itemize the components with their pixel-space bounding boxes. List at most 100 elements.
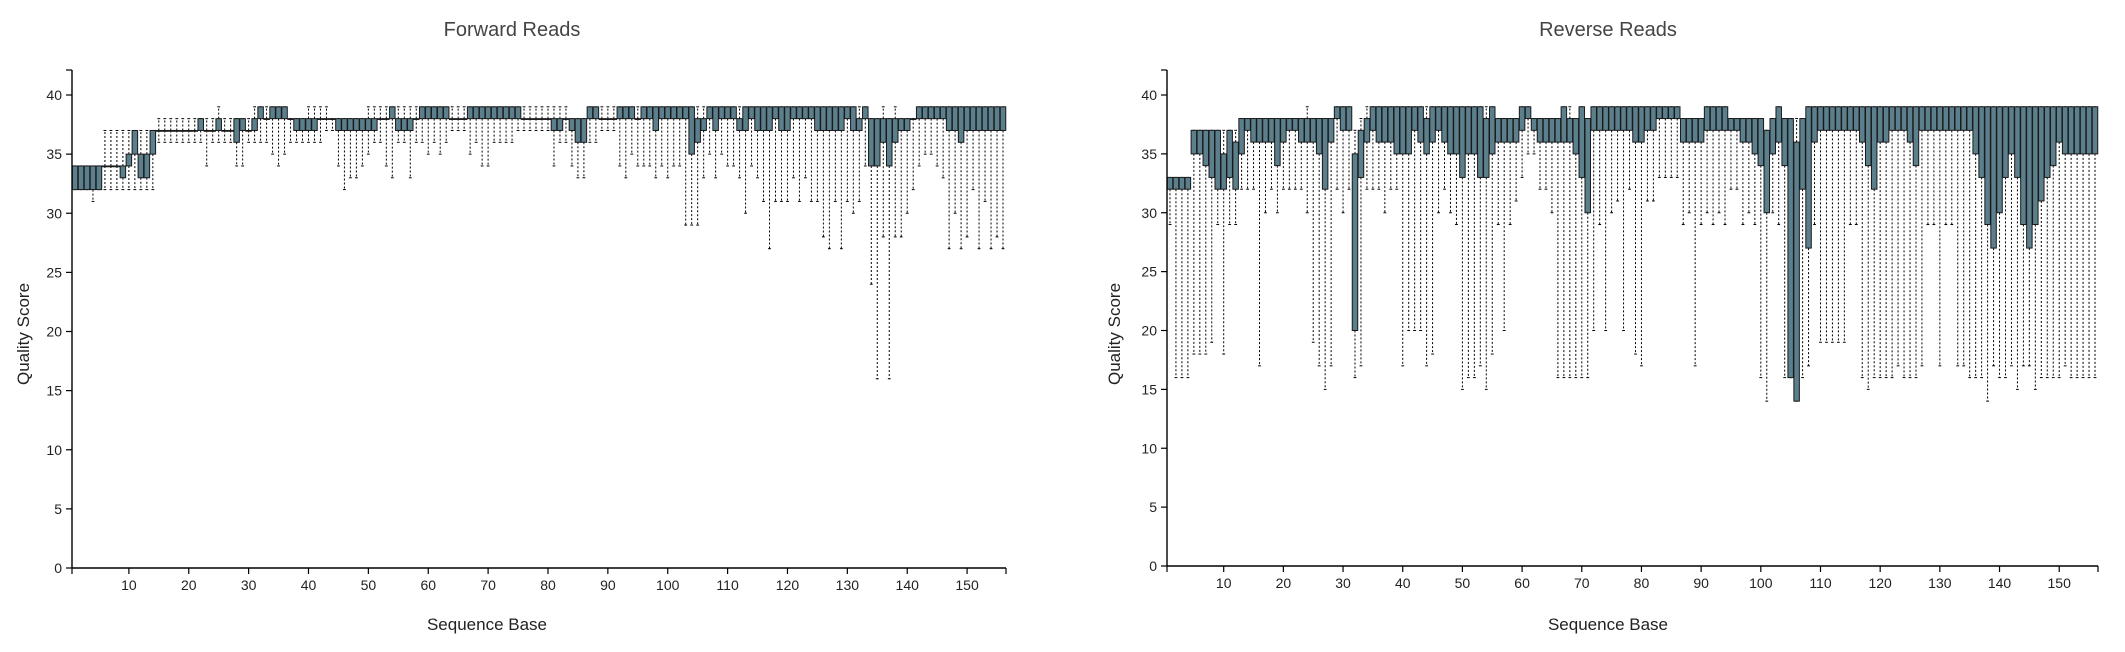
box-156 [999, 106, 1007, 250]
box-60 [1518, 106, 1526, 178]
iqr-box [173, 129, 181, 132]
iqr-box [1960, 106, 1967, 131]
box-107 [1799, 118, 1806, 379]
box-75 [514, 106, 522, 131]
box-43 [1417, 106, 1424, 331]
iqr-box [1214, 129, 1221, 190]
box-66 [1554, 118, 1562, 379]
x-tick-label: 150 [955, 577, 979, 593]
iqr-box [2085, 106, 2093, 155]
box-38 [1387, 106, 1395, 190]
box-12 [137, 129, 145, 191]
iqr-box [2061, 106, 2069, 155]
box-106 [1793, 118, 1800, 402]
iqr-box [1190, 129, 1198, 155]
iqr-box [1274, 118, 1281, 167]
iqr-box [556, 118, 564, 131]
iqr-box [933, 106, 941, 120]
iqr-box [395, 118, 402, 131]
box-78 [1626, 106, 1633, 190]
box-129 [1930, 106, 1938, 226]
box-36 [1375, 106, 1383, 190]
x-tick-label: 100 [656, 577, 680, 593]
iqr-box [802, 106, 809, 120]
x-tick-label: 120 [1868, 575, 1892, 591]
iqr-box [2014, 106, 2021, 178]
iqr-box [1411, 106, 1418, 131]
iqr-box [1906, 106, 1914, 143]
box-11 [1226, 129, 1233, 226]
box-113 [742, 106, 749, 214]
box-123 [1894, 106, 1902, 367]
iqr-box [1674, 106, 1681, 120]
box-50 [365, 106, 372, 155]
box-15 [155, 118, 163, 143]
iqr-box [640, 106, 648, 120]
iqr-box [245, 129, 252, 132]
iqr-box [939, 106, 947, 120]
iqr-box [496, 106, 504, 120]
box-116 [1853, 106, 1860, 226]
iqr-box [1662, 106, 1669, 120]
iqr-box [915, 106, 923, 120]
iqr-box [448, 118, 456, 120]
iqr-box [407, 118, 414, 131]
iqr-box [532, 118, 540, 120]
box-121 [1882, 106, 1890, 379]
y-tick-label: 35 [46, 146, 62, 162]
box-96 [1733, 118, 1741, 190]
iqr-box [1644, 106, 1651, 131]
y-tick-label: 25 [1141, 264, 1157, 280]
box-106 [700, 106, 707, 179]
iqr-box [622, 106, 630, 120]
iqr-box [377, 118, 384, 120]
box-78 [532, 106, 540, 131]
box-112 [736, 106, 743, 179]
y-tick-label: 10 [46, 442, 62, 458]
box-139 [897, 118, 905, 238]
iqr-box [652, 106, 660, 131]
x-axis-label: Sequence Base [427, 615, 547, 634]
box-86 [1674, 106, 1681, 178]
y-tick-label: 30 [1141, 205, 1157, 221]
iqr-box [1811, 106, 1818, 143]
iqr-box [514, 106, 522, 120]
iqr-box [251, 118, 258, 131]
x-tick-label: 70 [1574, 575, 1590, 591]
box-20 [1280, 118, 1287, 190]
box-47 [347, 118, 354, 179]
iqr-box [921, 106, 929, 120]
iqr-box [107, 165, 115, 168]
box-149 [957, 106, 965, 250]
iqr-box [1333, 106, 1341, 120]
iqr-box [796, 106, 803, 120]
box-12 [1232, 129, 1239, 226]
box-70 [484, 106, 492, 167]
iqr-box [987, 106, 995, 131]
x-tick-label: 60 [1514, 575, 1530, 591]
box-69 [478, 106, 486, 167]
box-71 [490, 106, 498, 143]
box-117 [1859, 106, 1866, 379]
iqr-box [1405, 106, 1412, 155]
box-79 [538, 106, 546, 131]
iqr-box [1309, 118, 1317, 143]
plot-area: 0 5 10 15 20 25 30 35 40 10 20 30 40 50 60 70 80 90 100 110… [46, 69, 1007, 593]
box-17 [1262, 118, 1269, 214]
x-tick-label: 70 [480, 577, 496, 593]
box-91 [1703, 106, 1711, 214]
iqr-box [275, 106, 282, 120]
iqr-box [2038, 106, 2045, 202]
box-15 [1250, 118, 1257, 190]
box-64 [1542, 118, 1550, 190]
box-125 [1906, 106, 1914, 379]
box-118 [772, 106, 779, 202]
iqr-box [1351, 153, 1359, 331]
iqr-box [927, 106, 935, 120]
x-tick-label: 140 [1988, 575, 2012, 591]
box-8 [113, 129, 121, 191]
box-152 [2067, 106, 2075, 379]
iqr-box [520, 118, 528, 120]
iqr-box [1900, 106, 1908, 131]
iqr-box [1829, 106, 1836, 131]
